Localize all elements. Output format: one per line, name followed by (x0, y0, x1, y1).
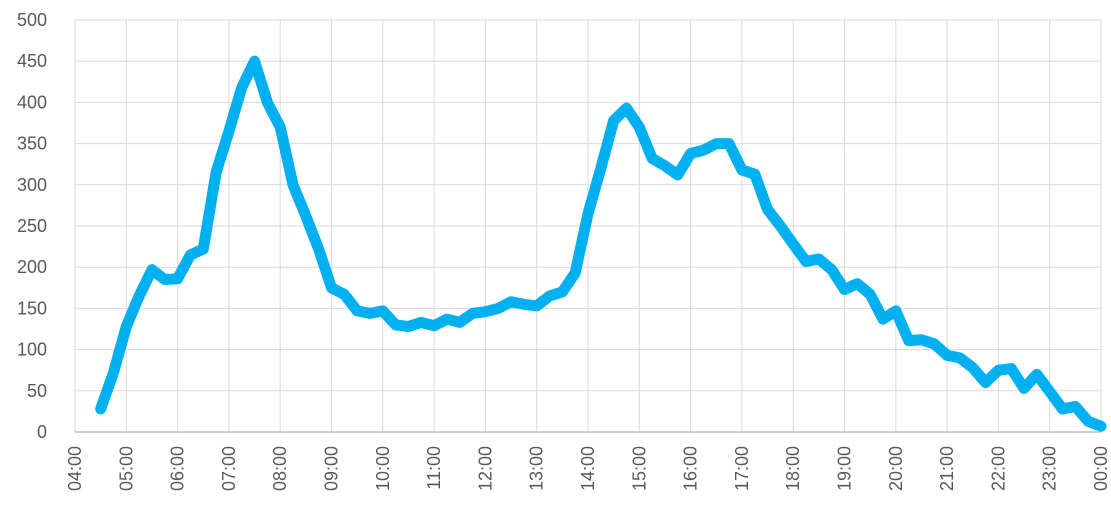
x-tick-label: 05:00 (116, 446, 136, 491)
grid (74, 19, 1102, 432)
x-tick-label: 16:00 (681, 446, 701, 491)
x-tick-label: 07:00 (219, 446, 239, 491)
x-tick-label: 17:00 (732, 446, 752, 491)
y-tick-label: 200 (17, 257, 47, 277)
x-tick-label: 15:00 (629, 446, 649, 491)
x-tick-label: 20:00 (886, 446, 906, 491)
y-tick-label: 0 (37, 422, 47, 442)
y-tick-label: 500 (17, 10, 47, 30)
x-axis-tick-labels: 04:00 05:00 06:00 07:00 08:00 09:00 10:00 11:00… (65, 446, 1111, 491)
y-tick-label: 350 (17, 134, 47, 154)
x-tick-label: 18:00 (783, 446, 803, 491)
x-tick-label: 09:00 (322, 446, 342, 491)
x-tick-label: 23:00 (1040, 446, 1060, 491)
x-tick-label: 10:00 (373, 446, 393, 491)
x-tick-label: 21:00 (937, 446, 957, 491)
series-layer (95, 55, 1107, 432)
series-line (95, 55, 1107, 432)
x-tick-label: 11:00 (424, 446, 444, 490)
y-tick-label: 250 (17, 216, 47, 236)
x-tick-label: 06:00 (168, 446, 188, 491)
y-tick-label: 100 (17, 340, 47, 360)
y-tick-label: 300 (17, 175, 47, 195)
y-tick-label: 450 (17, 51, 47, 71)
x-tick-label: 12:00 (475, 446, 495, 491)
y-tick-label: 400 (17, 92, 47, 112)
y-tick-label: 150 (17, 298, 47, 318)
x-tick-label: 00:00 (1091, 446, 1111, 491)
x-tick-label: 08:00 (270, 446, 290, 491)
x-tick-label: 22:00 (988, 446, 1008, 491)
x-tick-label: 13:00 (527, 446, 547, 491)
y-axis-tick-labels: 0 50 100 150 200 250 300 350 400 450 500 (17, 10, 47, 442)
y-tick-label: 50 (27, 381, 47, 401)
x-tick-label: 19:00 (835, 446, 855, 491)
x-tick-label: 14:00 (578, 446, 598, 491)
x-tick-label: 04:00 (65, 446, 85, 491)
